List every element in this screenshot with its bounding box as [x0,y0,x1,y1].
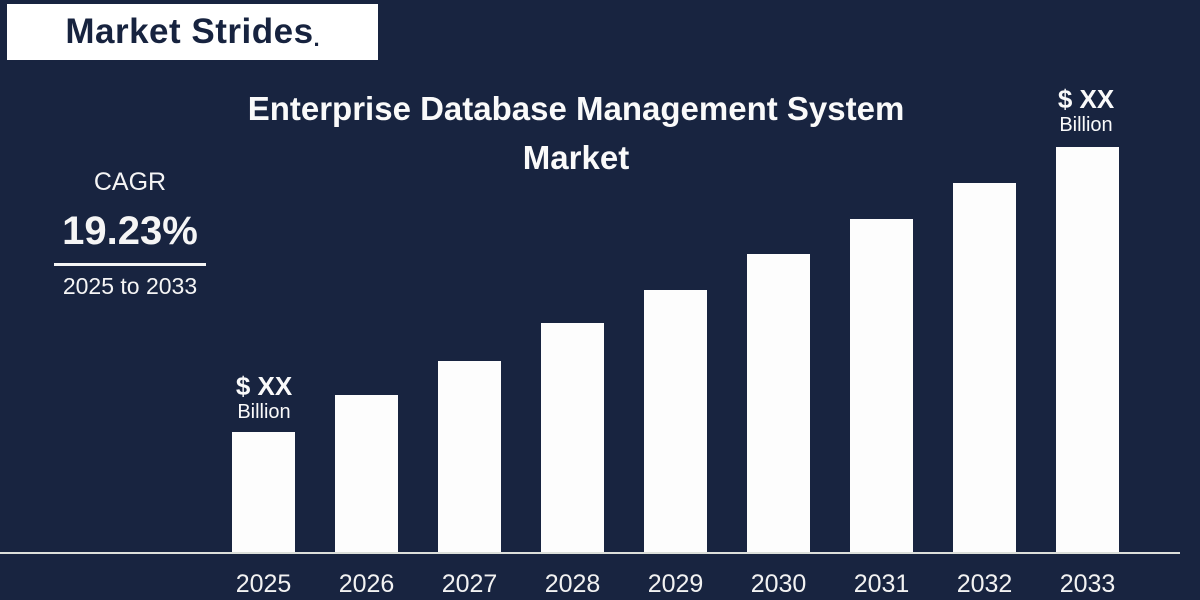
chart-title-line2: Market [522,139,630,176]
x-tick-2033: 2033 [1059,570,1116,598]
bar-2025 [232,432,295,553]
value-annotation-2033: $ XX Billion [1023,85,1149,137]
cagr-block: CAGR 19.23% 2025 to 2033 [30,168,230,300]
brand-logo: Market Strides. [7,4,378,60]
x-tick-2026: 2026 [338,570,395,598]
cagr-period: 2025 to 2033 [62,273,198,299]
cagr-label: CAGR [93,168,167,196]
cagr-value: 19.23% [62,209,198,253]
value-annotation-2033-unit: Billion [1059,114,1113,136]
value-annotation-2025: $ XX Billion [201,372,327,424]
bar-2028 [541,323,604,553]
x-tick-2027: 2027 [441,570,498,598]
x-tick-2029: 2029 [647,570,704,598]
value-annotation-2033-amount: $ XX [1057,84,1115,114]
value-annotation-2025-unit: Billion [237,401,291,423]
brand-name: Market Strides [65,12,314,51]
brand-mark: . [313,26,320,51]
cagr-underline [54,263,206,266]
bar-2033 [1056,147,1119,553]
x-tick-2028: 2028 [544,570,601,598]
x-tick-2025: 2025 [235,570,292,598]
chart-title: Enterprise Database Management System Ma… [176,84,976,182]
chart-title-line1: Enterprise Database Management System [247,90,905,127]
bar-2032 [953,183,1016,553]
bar-2027 [438,361,501,553]
x-tick-2030: 2030 [750,570,807,598]
value-annotation-2025-amount: $ XX [235,371,293,401]
bar-2026 [335,395,398,553]
x-tick-2031: 2031 [853,570,910,598]
bar-2031 [850,219,913,553]
bar-2029 [644,290,707,553]
bar-2030 [747,254,810,553]
x-axis-line [0,552,1180,554]
x-tick-2032: 2032 [956,570,1013,598]
